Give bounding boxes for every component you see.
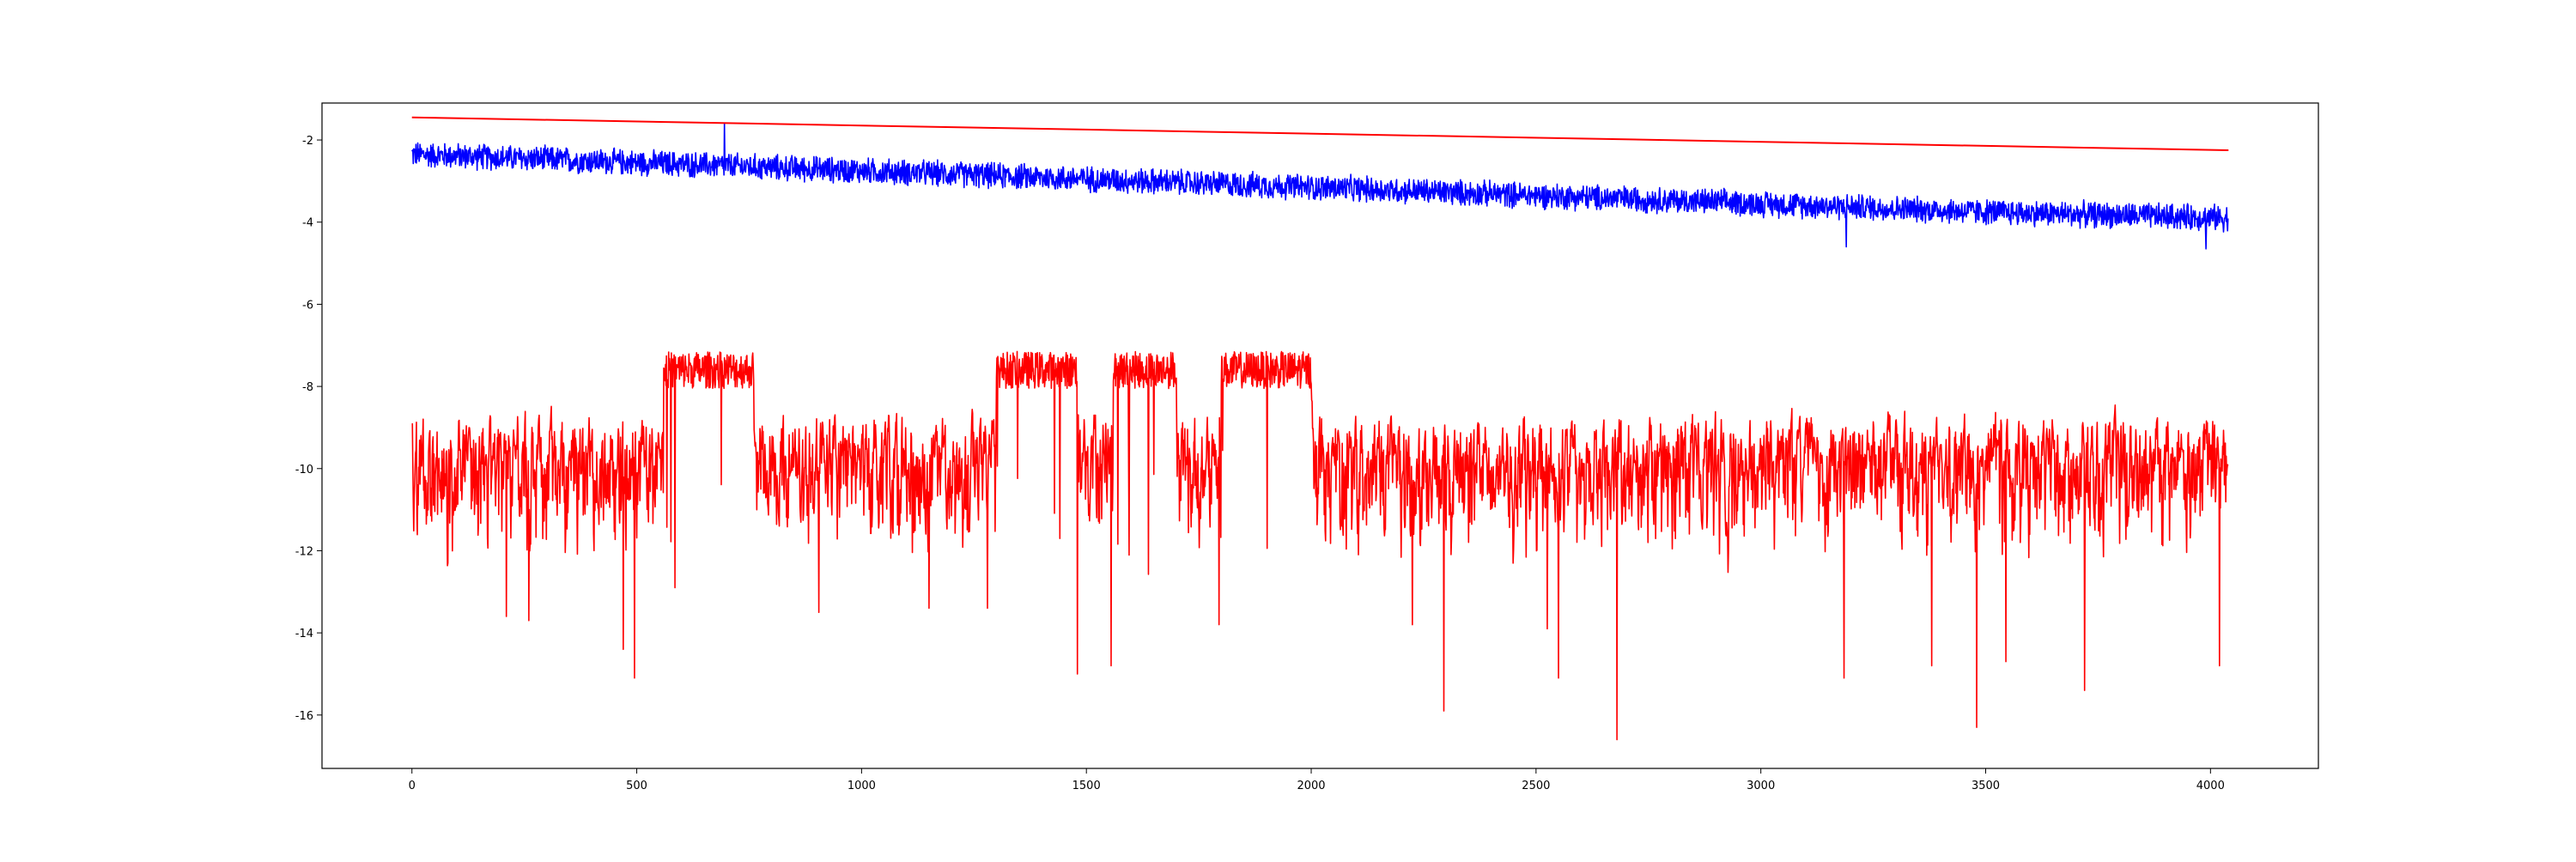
x-tick-label: 3500 xyxy=(1971,780,2000,792)
y-tick-label: -6 xyxy=(302,299,313,312)
y-tick-label: -16 xyxy=(295,710,313,723)
series-line-1 xyxy=(411,123,2229,250)
y-tick-label: -8 xyxy=(302,381,313,394)
x-tick-label: 1500 xyxy=(1072,780,1101,792)
x-tick-label: 2000 xyxy=(1297,780,1325,792)
x-tick-label: 1000 xyxy=(848,780,876,792)
y-tick-label: -4 xyxy=(302,217,313,230)
y-tick-label: -12 xyxy=(295,545,313,558)
x-tick-label: 4000 xyxy=(2196,780,2225,792)
x-tick-label: 2500 xyxy=(1522,780,1550,792)
plot-frame xyxy=(321,102,2319,769)
series-layer xyxy=(411,116,2229,741)
y-tick-label: -10 xyxy=(295,464,313,477)
series-line-2 xyxy=(411,116,2229,152)
x-axis: 0 500 1000 1500 2000 2500 3000 3500 4000 xyxy=(409,768,2225,792)
y-tick-label: -14 xyxy=(295,628,313,640)
x-tick-label: 0 xyxy=(409,780,416,792)
x-tick-label: 3000 xyxy=(1747,780,1775,792)
series-line-3 xyxy=(411,350,2229,741)
x-tick-label: 500 xyxy=(626,780,647,792)
y-axis: -2 -4 -6 -8 -10 -12 -14 -16 xyxy=(295,135,322,723)
y-tick-label: -2 xyxy=(302,135,313,148)
